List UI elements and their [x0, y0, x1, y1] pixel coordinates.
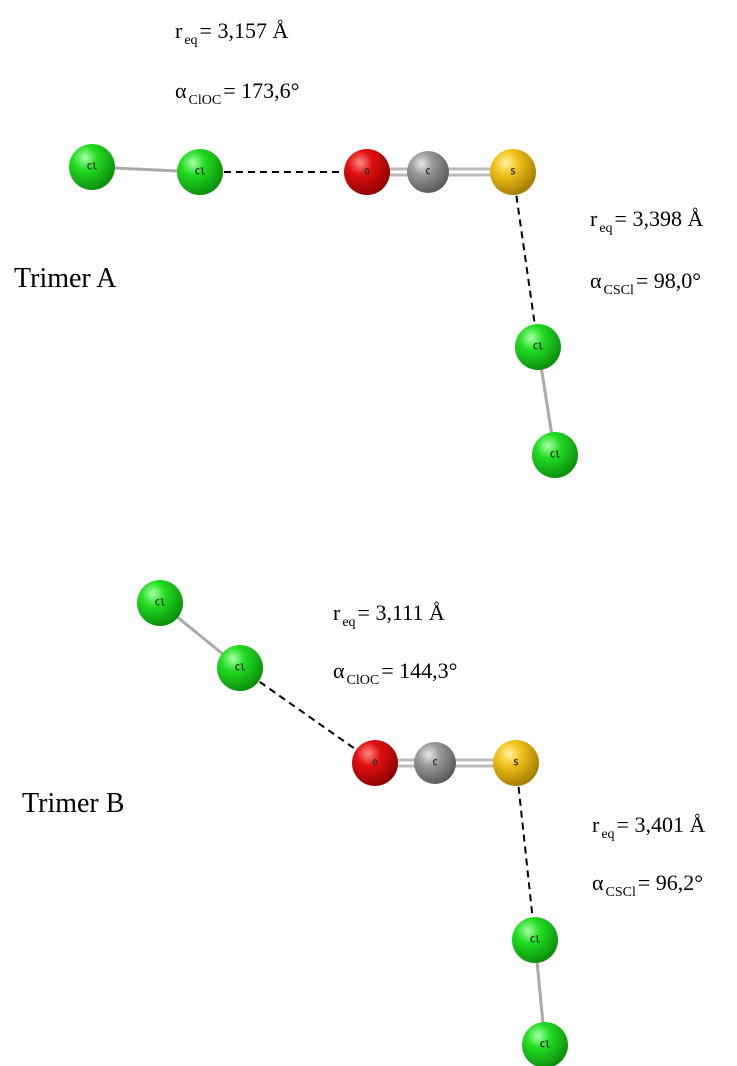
atom-label: Cl	[195, 168, 206, 178]
measure-value: = 173,6°	[223, 78, 299, 103]
atom-label: C	[425, 168, 430, 178]
measure-symbol: r	[175, 18, 183, 43]
atom-label: Cl	[87, 163, 98, 173]
measure-subscript: CSCl	[606, 885, 636, 900]
measure-symbol: r	[592, 812, 600, 837]
measure-symbol: α	[333, 658, 345, 683]
contact-line	[516, 763, 535, 940]
atom-label: Cl	[235, 664, 246, 674]
measure-value: = 144,3°	[381, 658, 457, 683]
contact-line	[513, 172, 538, 347]
measure-subscript: ClOC	[189, 93, 222, 108]
measure-subscript: eq	[342, 615, 355, 630]
measure-symbol: r	[333, 600, 341, 625]
measure-subscript: eq	[184, 33, 197, 48]
measure-subscript: eq	[599, 221, 612, 236]
atom-label: S	[510, 168, 515, 178]
atom-label: Cl	[540, 1041, 551, 1051]
measure-subscript: eq	[601, 827, 614, 842]
atom-label: S	[513, 759, 518, 769]
measure-value: = 98,0°	[636, 268, 701, 293]
trimer-label: Trimer B	[22, 788, 124, 819]
atom-label: O	[372, 759, 378, 769]
measure-subscript: CSCl	[604, 283, 634, 298]
measure-subscript: ClOC	[347, 673, 380, 688]
atom-label: O	[364, 168, 370, 178]
measure-value: = 3,398 Å	[615, 206, 704, 231]
trimer-label: Trimer A	[14, 263, 117, 294]
measure-symbol: α	[590, 268, 602, 293]
atom-label: Cl	[155, 599, 166, 609]
atom-label: C	[432, 759, 437, 769]
measure-symbol: α	[592, 870, 604, 895]
atom-label: Cl	[550, 451, 561, 461]
measure-value: = 3,157 Å	[200, 18, 289, 43]
atom-label: Cl	[530, 936, 541, 946]
measure-value: = 3,111 Å	[358, 600, 445, 625]
measure-symbol: r	[590, 206, 598, 231]
diagram: ClClOCSClClTrimer Areq= 3,157 ÅαClOC= 17…	[0, 0, 737, 1066]
atom-label: Cl	[533, 343, 544, 353]
measure-value: = 96,2°	[638, 870, 703, 895]
measure-value: = 3,401 Å	[617, 812, 706, 837]
measure-symbol: α	[175, 78, 187, 103]
